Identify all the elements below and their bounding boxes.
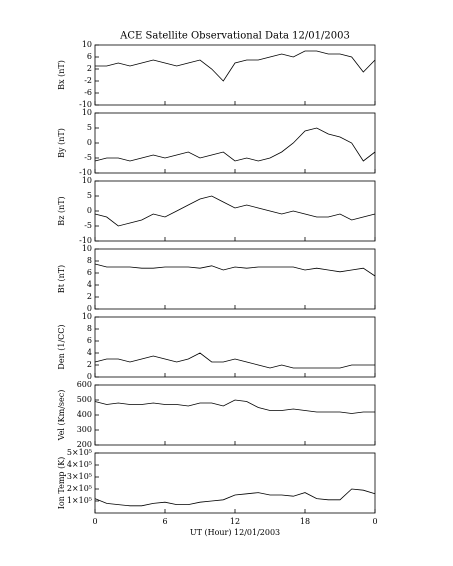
panel-frame <box>94 384 376 446</box>
y-tick-label: 400 <box>77 410 92 419</box>
y-tick-label: 5 <box>87 123 92 132</box>
y-tick-label: -10 <box>79 100 92 109</box>
y-tick-label: 4 <box>87 280 92 289</box>
panel-frame <box>94 112 376 174</box>
x-axis-label: UT (Hour) 12/01/2003 <box>190 528 280 537</box>
y-tick-label: 0 <box>87 372 92 381</box>
y-tick-label: 3×10⁵ <box>67 472 92 481</box>
x-tick-label: 18 <box>300 517 310 526</box>
y-tick-label: 5 <box>87 191 92 200</box>
y-tick-label: 8 <box>87 256 92 265</box>
panel-frame <box>94 452 376 514</box>
data-line <box>95 50 376 82</box>
y-tick-label: -5 <box>84 153 92 162</box>
y-axis-label: Ion Temp (K) <box>57 457 66 510</box>
data-line <box>94 352 375 369</box>
y-tick-label: 10 <box>82 108 92 117</box>
y-tick-label: 8 <box>87 324 92 333</box>
y-tick-label: 500 <box>77 395 92 404</box>
y-tick-label: 300 <box>77 425 92 434</box>
y-tick-label: 0 <box>87 138 92 147</box>
y-tick-label: 4 <box>87 348 92 357</box>
x-tick-label: 6 <box>162 517 167 526</box>
panel-frame <box>94 248 376 310</box>
x-tick-label: 0 <box>372 517 377 526</box>
x-tick-label: 12 <box>230 517 240 526</box>
y-tick-label: 2 <box>87 292 92 301</box>
data-line <box>94 399 375 414</box>
data-line <box>94 263 376 277</box>
y-tick-label: 6 <box>87 336 92 345</box>
y-axis-label: Bx (nT) <box>57 60 66 90</box>
panel-frame <box>94 180 376 242</box>
y-tick-label: 10 <box>82 244 92 253</box>
y-tick-label: 0 <box>87 206 92 215</box>
y-axis-label: Den (1/CC) <box>57 324 66 369</box>
y-tick-label: 2 <box>87 64 92 73</box>
y-tick-label: 600 <box>77 380 92 389</box>
y-tick-label: -10 <box>79 168 92 177</box>
y-tick-label: -5 <box>84 221 92 230</box>
y-tick-label: -6 <box>84 88 92 97</box>
y-tick-label: 10 <box>82 176 92 185</box>
data-line <box>94 488 376 507</box>
y-tick-label: -10 <box>79 236 92 245</box>
y-tick-label: 200 <box>77 440 92 449</box>
y-axis-label: By (nT) <box>57 128 66 158</box>
y-tick-label: 10 <box>82 40 92 49</box>
data-line <box>94 127 376 162</box>
y-axis-label: Vel (Km/sec) <box>57 390 66 442</box>
y-tick-label: -2 <box>84 76 92 85</box>
y-axis-label: Bz (nT) <box>57 196 66 225</box>
y-tick-label: 4×10⁵ <box>67 460 92 469</box>
y-tick-label: 2 <box>87 360 92 369</box>
y-tick-label: 10 <box>82 312 92 321</box>
y-tick-label: 5×10⁵ <box>67 448 92 457</box>
y-tick-label: 1×10⁵ <box>67 496 92 505</box>
y-tick-label: 0 <box>87 304 92 313</box>
data-line <box>94 195 376 227</box>
y-tick-label: 2×10⁵ <box>67 484 92 493</box>
y-tick-label: 6 <box>87 268 92 277</box>
y-axis-label: Bt (nT) <box>57 265 66 293</box>
x-tick-label: 0 <box>92 517 97 526</box>
chart-title: ACE Satellite Observational Data 12/01/2… <box>119 31 350 42</box>
y-tick-label: 6 <box>87 52 92 61</box>
